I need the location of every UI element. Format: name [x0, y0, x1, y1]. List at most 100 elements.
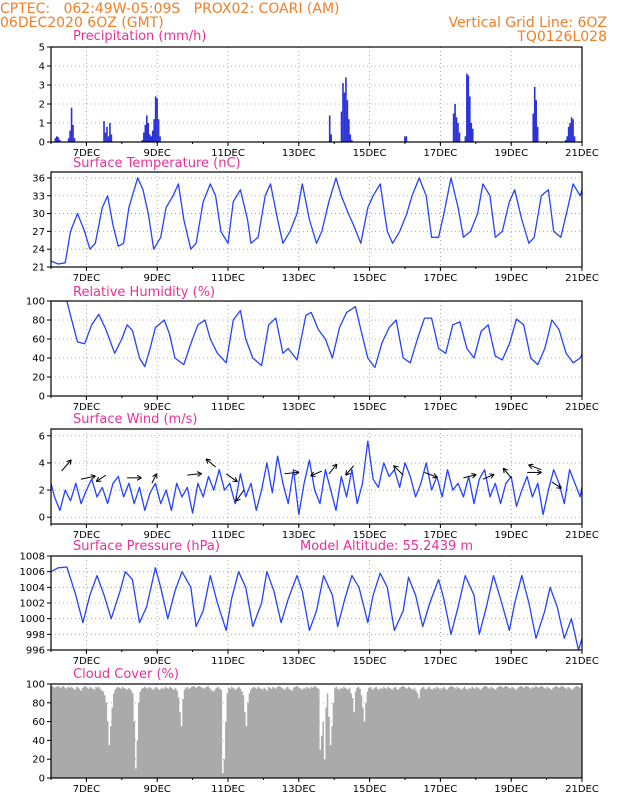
precip-bar — [405, 136, 408, 142]
precip-bar — [109, 123, 111, 142]
precip-bar — [570, 117, 573, 142]
panel-title: Surface Wind (m/s) — [73, 412, 197, 427]
plot-area — [51, 685, 582, 778]
x-tick-label: 19DEC — [494, 148, 528, 159]
precip-bar — [69, 130, 71, 142]
x-tick-label: 11DEC — [211, 656, 245, 667]
precip-bar — [532, 113, 535, 142]
precip-bar — [340, 111, 343, 142]
y-tick-label: 6 — [39, 431, 45, 442]
y-tick-label: 0 — [39, 774, 45, 785]
x-tick-label: 11DEC — [211, 148, 245, 159]
precip-bar — [466, 73, 468, 142]
y-tick-label: 60 — [32, 717, 45, 728]
wind-arrow — [502, 467, 512, 479]
y-tick-label: 40 — [32, 736, 45, 747]
precip-bar — [348, 119, 350, 142]
precip-bar — [151, 130, 154, 142]
series-line — [51, 177, 582, 265]
panel-frame — [50, 555, 583, 651]
precip-bar — [141, 140, 144, 142]
x-tick-label: 7DEC — [73, 784, 100, 795]
x-tick-label: 21DEC — [565, 273, 599, 284]
precip-bar — [54, 138, 57, 142]
x-tick-label: 17DEC — [424, 530, 458, 541]
precip-bar — [73, 138, 76, 142]
wind-arrow — [527, 469, 542, 476]
y-tick-label: 0 — [39, 513, 45, 524]
panel-frame — [50, 300, 583, 397]
x-tick-label: 15DEC — [353, 402, 387, 413]
x-tick-label: 15DEC — [353, 784, 387, 795]
precip-bar — [351, 140, 353, 142]
x-tick-label: 7DEC — [73, 402, 100, 413]
precip-bar — [143, 132, 145, 142]
x-tick-label: 21DEC — [565, 148, 599, 159]
precip-bar — [404, 136, 406, 142]
wind-arrow — [482, 473, 495, 480]
y-tick-label: 24 — [32, 245, 45, 256]
precip-bar — [104, 132, 107, 142]
wind-arrow — [151, 473, 158, 484]
wind-arrow — [463, 472, 477, 479]
x-tick-label: 15DEC — [353, 530, 387, 541]
precip-bar — [144, 124, 147, 142]
plot-area — [54, 73, 576, 142]
x-tick-label: 19DEC — [494, 656, 528, 667]
y-tick-label: 2 — [39, 486, 45, 497]
precip-bar — [535, 100, 537, 142]
x-tick-label: 13DEC — [282, 148, 316, 159]
panel-2: 21 24 27 30 33 36 7DEC 9DEC 11DEC 13DEC 15DEC 17DEC… — [32, 156, 599, 284]
precip-bar — [349, 134, 352, 142]
x-tick-label: 13DEC — [282, 656, 316, 667]
precip-bar — [154, 96, 157, 142]
x-tick-label: 19DEC — [494, 530, 528, 541]
x-tick-label: 9DEC — [144, 148, 171, 159]
panel-title: Cloud Cover (%) — [73, 667, 179, 682]
precip-bar — [145, 115, 148, 142]
plot-area — [51, 301, 582, 369]
x-tick-label: 19DEC — [494, 784, 528, 795]
y-tick-label: 1006 — [20, 567, 45, 578]
y-tick-label: 36 — [32, 173, 45, 184]
x-tick-label: 21DEC — [565, 402, 599, 413]
x-tick-label: 17DEC — [424, 148, 458, 159]
precip-bar — [157, 119, 160, 142]
x-tick-label: 7DEC — [73, 530, 100, 541]
precip-bar — [153, 119, 155, 142]
plot-area — [51, 440, 582, 516]
wind-arrow — [284, 469, 300, 476]
precip-bar — [455, 117, 458, 142]
x-tick-label: 15DEC — [353, 273, 387, 284]
series-line — [51, 566, 582, 650]
precip-bar — [106, 126, 108, 142]
panel-5: 996 998 1000 1002 1004 1006 1008 7DEC 9DEC 11DEC 1… — [20, 539, 599, 667]
y-tick-label: 33 — [32, 191, 45, 202]
y-tick-label: 80 — [32, 698, 45, 709]
precip-bar — [110, 134, 113, 142]
x-tick-label: 13DEC — [282, 402, 316, 413]
precip-bar — [103, 121, 105, 142]
x-tick-label: 17DEC — [424, 784, 458, 795]
panel-frame — [50, 46, 583, 143]
x-tick-label: 21DEC — [565, 784, 599, 795]
panel-frame — [50, 428, 583, 525]
wind-arrow — [205, 458, 216, 468]
y-tick-label: 1002 — [20, 599, 45, 610]
wind-arrow — [187, 471, 202, 477]
model-code: TQ0126L028 — [517, 29, 607, 45]
series-line — [51, 301, 582, 369]
x-tick-label: 7DEC — [73, 273, 100, 284]
precip-bar — [328, 115, 331, 142]
y-tick-label: 30 — [32, 209, 45, 220]
y-tick-label: 3 — [39, 81, 45, 92]
x-tick-label: 9DEC — [144, 273, 171, 284]
x-tick-label: 9DEC — [144, 402, 171, 413]
plot-area — [51, 566, 582, 650]
x-tick-label: 15DEC — [353, 656, 387, 667]
precip-bar — [464, 136, 467, 142]
cloud-cover-area — [51, 685, 582, 778]
panel-title: Surface Pressure (hPa) — [73, 539, 220, 554]
precip-bar — [56, 136, 58, 142]
wind-arrow — [345, 465, 355, 476]
